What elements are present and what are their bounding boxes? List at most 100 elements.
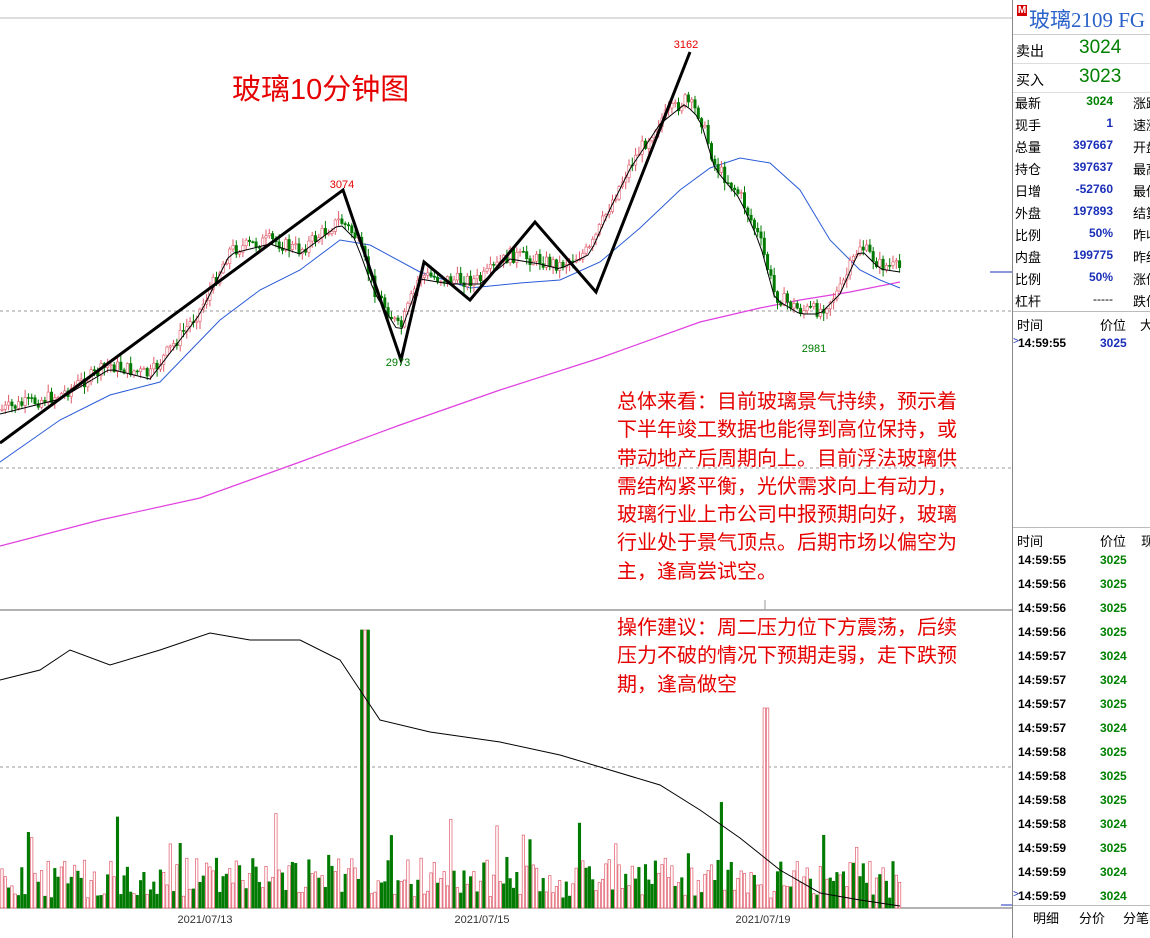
commentary-line: 下半年竣工数据也能得到高位保持，或 [617,419,957,442]
volume-bar [795,861,799,909]
candle-body [234,245,238,255]
stat-row: 杠杆 ----- 跌停 [1013,288,1150,310]
stat-label: 日增 [1015,184,1042,199]
candle-body [152,362,156,370]
candle-body [383,297,387,308]
tick-row[interactable]: 14:59:59 3025 [1013,836,1150,860]
tick-row[interactable]: 14:59:56 3025 [1013,572,1150,596]
volume-bar [264,865,268,909]
tick-row[interactable]: 14:59:59 3024 [1013,860,1150,884]
candle-body [535,253,539,262]
x-tick-label: 2021/07/15 [454,914,509,926]
tick-row[interactable]: 14:59:59 3024 > [1013,884,1150,908]
candle-body [766,254,770,270]
candle-body [290,244,294,250]
candle-body [845,274,849,281]
candle-body [20,401,24,406]
volume-bar [742,873,747,909]
candle-body [132,370,136,376]
stat-label2: 昨收 [1133,228,1150,243]
candle-body [353,232,357,238]
tab-detail[interactable]: 明细 [1033,911,1060,926]
volume-bar [736,877,740,909]
row-pointer-icon: > [1013,889,1019,900]
candle-body [584,246,588,254]
tick-row[interactable]: 14:59:56 3025 [1013,596,1150,620]
tick-row[interactable]: 14:59:57 3024 [1013,644,1150,668]
row-pointer-icon: > [1013,336,1019,347]
candle-body [650,137,654,142]
volume-bar [799,882,803,909]
big-order-row[interactable]: > 14:59:55 3025 [1013,331,1150,355]
volume-bar [898,881,902,909]
volume-bar [205,862,209,909]
volume-bar [429,872,433,909]
tab-price-dist[interactable]: 分价 [1079,911,1106,926]
candle-body [13,405,17,409]
volume-bar [251,858,255,909]
volume-bar [709,864,714,909]
volume-bar [703,873,707,909]
tick-row[interactable]: 14:59:58 3025 [1013,764,1150,788]
volume-bar [551,892,555,909]
volume-bar [310,873,314,909]
kline-chart[interactable]: 3162 3074 2973 2981 2021/07/13 2021/07/1… [0,0,1012,938]
candle-body [340,218,344,224]
tick-price: 3025 [1100,625,1127,639]
candle-body [254,241,258,248]
tick-row[interactable]: 14:59:58 3025 [1013,740,1150,764]
volume-bar [445,885,450,909]
tick-row[interactable]: 14:59:56 3025 [1013,620,1150,644]
volume-bar [610,889,615,909]
candle-body [264,235,268,239]
tick-row[interactable]: 14:59:57 3024 [1013,716,1150,740]
stat-value: 397667 [1072,138,1113,152]
volume-bar [284,890,288,909]
candle-body [399,320,403,328]
ask-value: 3024 [1079,37,1122,58]
tick-row[interactable]: 14:59:57 3024 [1013,668,1150,692]
volume-bar [165,884,169,909]
tab-trades[interactable]: 分笔 [1123,911,1150,926]
tick-row[interactable]: 14:59:58 3024 [1013,812,1150,836]
volume-bar [82,859,87,909]
header-time: 时间 [1017,318,1044,333]
candle-body [792,303,796,309]
volume-bar [459,892,463,909]
volume-bar [135,895,139,909]
commentary: 总体来看：目前玻璃景气持续，预示着 下半年竣工数据也能得到高位保持，或 带动地产… [617,388,997,699]
volume-bar [129,891,133,909]
stat-value: 50% [1088,226,1113,240]
stat-label2: 开盘 [1133,140,1150,155]
tick-row[interactable]: 14:59:57 3025 [1013,692,1150,716]
volume-bar [442,871,446,909]
volume-bar [370,893,374,909]
header-price: 价位 [1100,534,1127,549]
volume-bar [848,862,852,909]
candle-body [112,364,116,372]
candle-body [838,283,842,292]
tick-row[interactable]: 14:59:58 3025 [1013,788,1150,812]
tick-price: 3024 [1100,721,1127,735]
volume-bar [861,863,865,909]
volume-bar [191,888,195,909]
volume-bar [690,867,694,909]
candle-body [46,391,50,403]
tick-row[interactable]: 14:59:55 3025 [1013,548,1150,572]
volume-bar [198,881,202,909]
x-tick-label: 2021/07/13 [177,914,232,926]
volume-bar [158,869,162,909]
volume-bar [894,874,898,909]
volume-bar [478,880,483,909]
volume-bar [535,867,539,909]
candle-body [287,239,291,250]
instrument-header[interactable]: M 玻璃2109 FG [1013,0,1150,35]
volume-bar [412,896,417,909]
volume-bar [115,816,120,909]
volume-bar [455,887,459,909]
tick-price: 3025 [1100,601,1127,615]
stat-value: 3024 [1086,94,1113,108]
candle-body [145,368,149,377]
candle-body [554,259,558,271]
volume-bar [647,879,651,909]
